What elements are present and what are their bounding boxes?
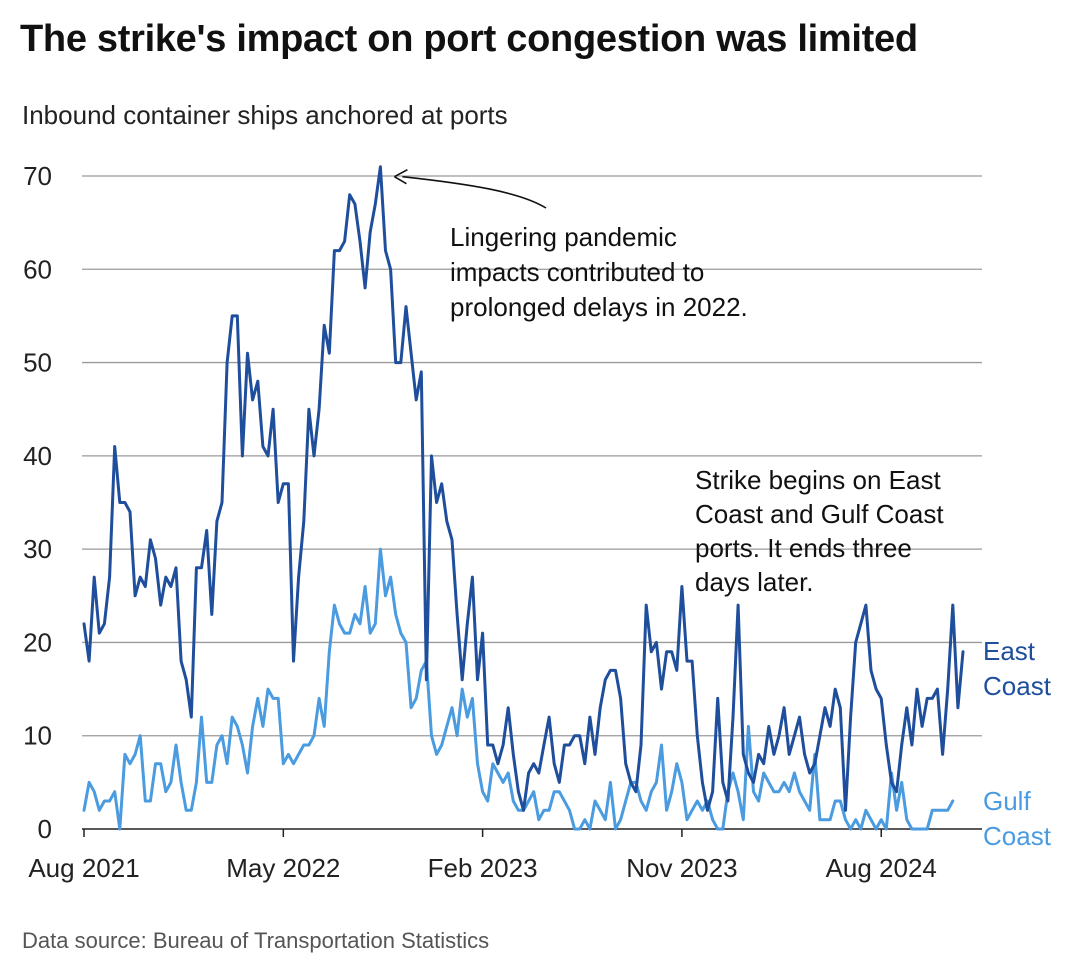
x-tick-label: Aug 2021 (28, 853, 139, 883)
series-label-gulf-coast: Gulf Coast (983, 786, 1052, 851)
series-labels: East Coast Gulf Coast (983, 636, 1052, 851)
x-tick-label: Nov 2023 (626, 853, 737, 883)
series-line-gulf-coast (82, 547, 955, 831)
y-tick-label: 0 (38, 814, 52, 844)
series-label-east-coast: East Coast (983, 636, 1052, 701)
x-tick-label: Aug 2024 (826, 853, 937, 883)
annotation-strike: Strike begins on East Coast and Gulf Coas… (695, 465, 944, 597)
chart-subtitle: Inbound container ships anchored at port… (22, 100, 508, 130)
y-axis-ticks: 0 10 20 30 40 50 60 70 (23, 161, 52, 844)
y-tick-label: 30 (23, 534, 52, 564)
annotation-arrow (402, 175, 547, 209)
x-tick-label: May 2022 (226, 853, 340, 883)
gridlines (82, 175, 982, 737)
y-tick-label: 10 (23, 721, 52, 751)
y-tick-label: 60 (23, 254, 52, 284)
y-tick-label: 70 (23, 161, 52, 191)
annotations: Lingering pandemic impacts contributed to… (394, 168, 944, 597)
series-lines (82, 165, 965, 831)
chart-title: The strike's impact on port congestion w… (20, 18, 918, 60)
annotation-pandemic: Lingering pandemic impacts contributed to… (450, 222, 748, 322)
data-source: Data source: Bureau of Transportation St… (22, 928, 490, 953)
series-line-east-coast (82, 165, 965, 812)
y-tick-label: 50 (23, 348, 52, 378)
y-tick-label: 40 (23, 441, 52, 471)
y-tick-label: 20 (23, 627, 52, 657)
x-tick-label: Feb 2023 (428, 853, 538, 883)
x-axis: Aug 2021 May 2022 Feb 2023 Nov 2023 Aug 2024 (28, 828, 982, 883)
annotation-arrowhead (394, 168, 408, 185)
